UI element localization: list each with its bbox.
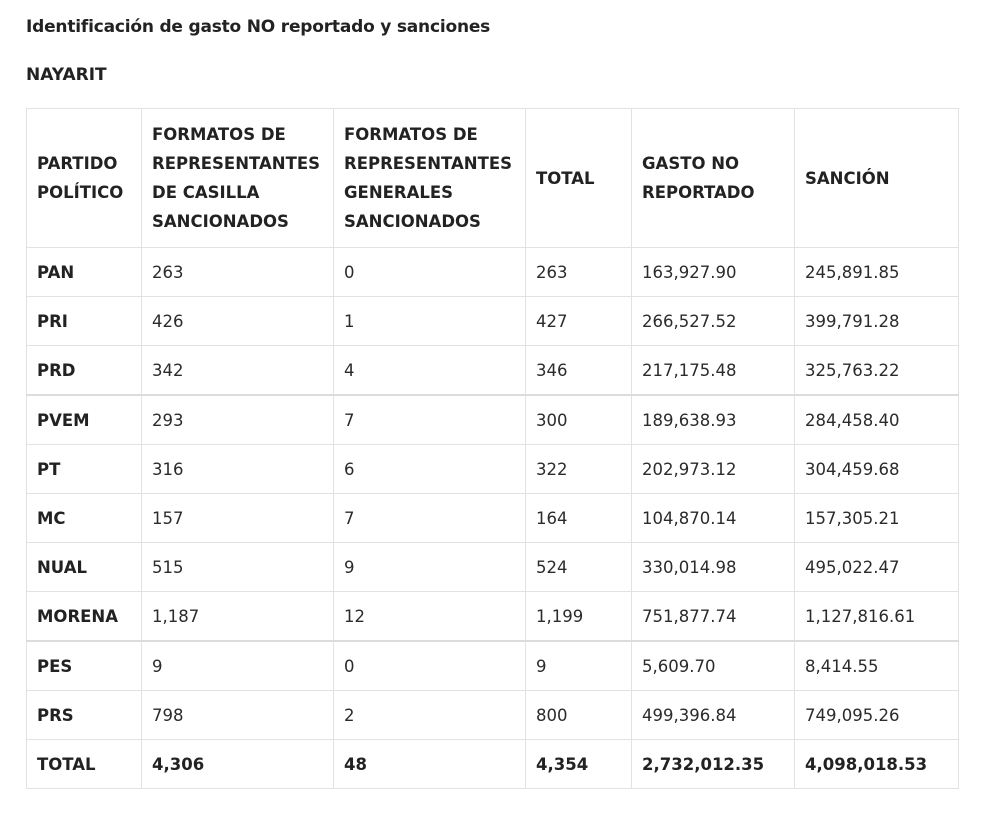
- party-name: PAN: [26, 247, 142, 297]
- total-count: 263: [525, 247, 632, 297]
- total-count: 346: [525, 345, 632, 396]
- casilla-count: 157: [141, 493, 334, 543]
- gasto-value: 202,973.12: [631, 444, 795, 494]
- page-title: Identificación de gasto NO reportado y s…: [26, 17, 491, 37]
- gasto-value: 499,396.84: [631, 690, 795, 740]
- header-sancion: SANCIÓN: [794, 108, 959, 248]
- total-sancion: 4,098,018.53: [794, 739, 959, 789]
- casilla-count: 515: [141, 542, 334, 592]
- total-generales: 48: [333, 739, 526, 789]
- party-name: PES: [26, 640, 142, 691]
- gasto-value: 163,927.90: [631, 247, 795, 297]
- header-formatos-casilla: FORMATOS DE REPRESENTANTES DE CASILLA SA…: [141, 108, 334, 248]
- total-count: 427: [525, 296, 632, 346]
- header-gasto-no-reportado: GASTO NO REPORTADO: [631, 108, 795, 248]
- casilla-count: 342: [141, 345, 334, 396]
- table-row: PRS 798 2 800 499,396.84 749,095.26: [26, 690, 959, 740]
- table-header-row: PARTIDO POLÍTICO FORMATOS DE REPRESENTAN…: [26, 108, 959, 248]
- party-name: NUAL: [26, 542, 142, 592]
- sanctions-table: PARTIDO POLÍTICO FORMATOS DE REPRESENTAN…: [26, 108, 959, 789]
- sancion-value: 1,127,816.61: [794, 591, 959, 642]
- generales-count: 4: [333, 345, 526, 396]
- generales-count: 6: [333, 444, 526, 494]
- total-total: 4,354: [525, 739, 632, 789]
- generales-count: 0: [333, 640, 526, 691]
- generales-count: 0: [333, 247, 526, 297]
- header-total: TOTAL: [525, 108, 632, 248]
- generales-count: 7: [333, 394, 526, 445]
- gasto-value: 751,877.74: [631, 591, 795, 642]
- sancion-value: 284,458.40: [794, 394, 959, 445]
- total-count: 164: [525, 493, 632, 543]
- total-count: 1,199: [525, 591, 632, 642]
- party-name: PRI: [26, 296, 142, 346]
- casilla-count: 1,187: [141, 591, 334, 642]
- total-count: 524: [525, 542, 632, 592]
- sancion-value: 157,305.21: [794, 493, 959, 543]
- casilla-count: 9: [141, 640, 334, 691]
- table-row: PRD 342 4 346 217,175.48 325,763.22: [26, 345, 959, 396]
- total-count: 9: [525, 640, 632, 691]
- total-label: TOTAL: [26, 739, 142, 789]
- gasto-value: 217,175.48: [631, 345, 795, 396]
- sancion-value: 8,414.55: [794, 640, 959, 691]
- total-gasto: 2,732,012.35: [631, 739, 795, 789]
- table-total-row: TOTAL 4,306 48 4,354 2,732,012.35 4,098,…: [26, 739, 959, 789]
- table-row: NUAL 515 9 524 330,014.98 495,022.47: [26, 542, 959, 592]
- sancion-value: 325,763.22: [794, 345, 959, 396]
- total-casilla: 4,306: [141, 739, 334, 789]
- table-row: PAN 263 0 263 163,927.90 245,891.85: [26, 247, 959, 297]
- header-formatos-generales: FORMATOS DE REPRESENTANTES GENERALES SAN…: [333, 108, 526, 248]
- party-name: MORENA: [26, 591, 142, 642]
- gasto-value: 266,527.52: [631, 296, 795, 346]
- gasto-value: 189,638.93: [631, 394, 795, 445]
- generales-count: 9: [333, 542, 526, 592]
- casilla-count: 293: [141, 394, 334, 445]
- party-name: MC: [26, 493, 142, 543]
- table-row: MORENA 1,187 12 1,199 751,877.74 1,127,8…: [26, 591, 959, 642]
- table-row: PVEM 293 7 300 189,638.93 284,458.40: [26, 394, 959, 445]
- total-count: 800: [525, 690, 632, 740]
- sancion-value: 495,022.47: [794, 542, 959, 592]
- generales-count: 12: [333, 591, 526, 642]
- party-name: PRD: [26, 345, 142, 396]
- casilla-count: 426: [141, 296, 334, 346]
- table-row: PT 316 6 322 202,973.12 304,459.68: [26, 444, 959, 494]
- gasto-value: 330,014.98: [631, 542, 795, 592]
- party-name: PRS: [26, 690, 142, 740]
- table-row: PRI 426 1 427 266,527.52 399,791.28: [26, 296, 959, 346]
- gasto-value: 5,609.70: [631, 640, 795, 691]
- casilla-count: 316: [141, 444, 334, 494]
- gasto-value: 104,870.14: [631, 493, 795, 543]
- total-count: 322: [525, 444, 632, 494]
- generales-count: 7: [333, 493, 526, 543]
- party-name: PVEM: [26, 394, 142, 445]
- party-name: PT: [26, 444, 142, 494]
- header-partido: PARTIDO POLÍTICO: [26, 108, 142, 248]
- table-row: PES 9 0 9 5,609.70 8,414.55: [26, 640, 959, 691]
- sancion-value: 749,095.26: [794, 690, 959, 740]
- state-subtitle: NAYARIT: [26, 65, 107, 85]
- table-row: MC 157 7 164 104,870.14 157,305.21: [26, 493, 959, 543]
- generales-count: 2: [333, 690, 526, 740]
- casilla-count: 798: [141, 690, 334, 740]
- generales-count: 1: [333, 296, 526, 346]
- casilla-count: 263: [141, 247, 334, 297]
- sancion-value: 304,459.68: [794, 444, 959, 494]
- sancion-value: 245,891.85: [794, 247, 959, 297]
- sancion-value: 399,791.28: [794, 296, 959, 346]
- total-count: 300: [525, 394, 632, 445]
